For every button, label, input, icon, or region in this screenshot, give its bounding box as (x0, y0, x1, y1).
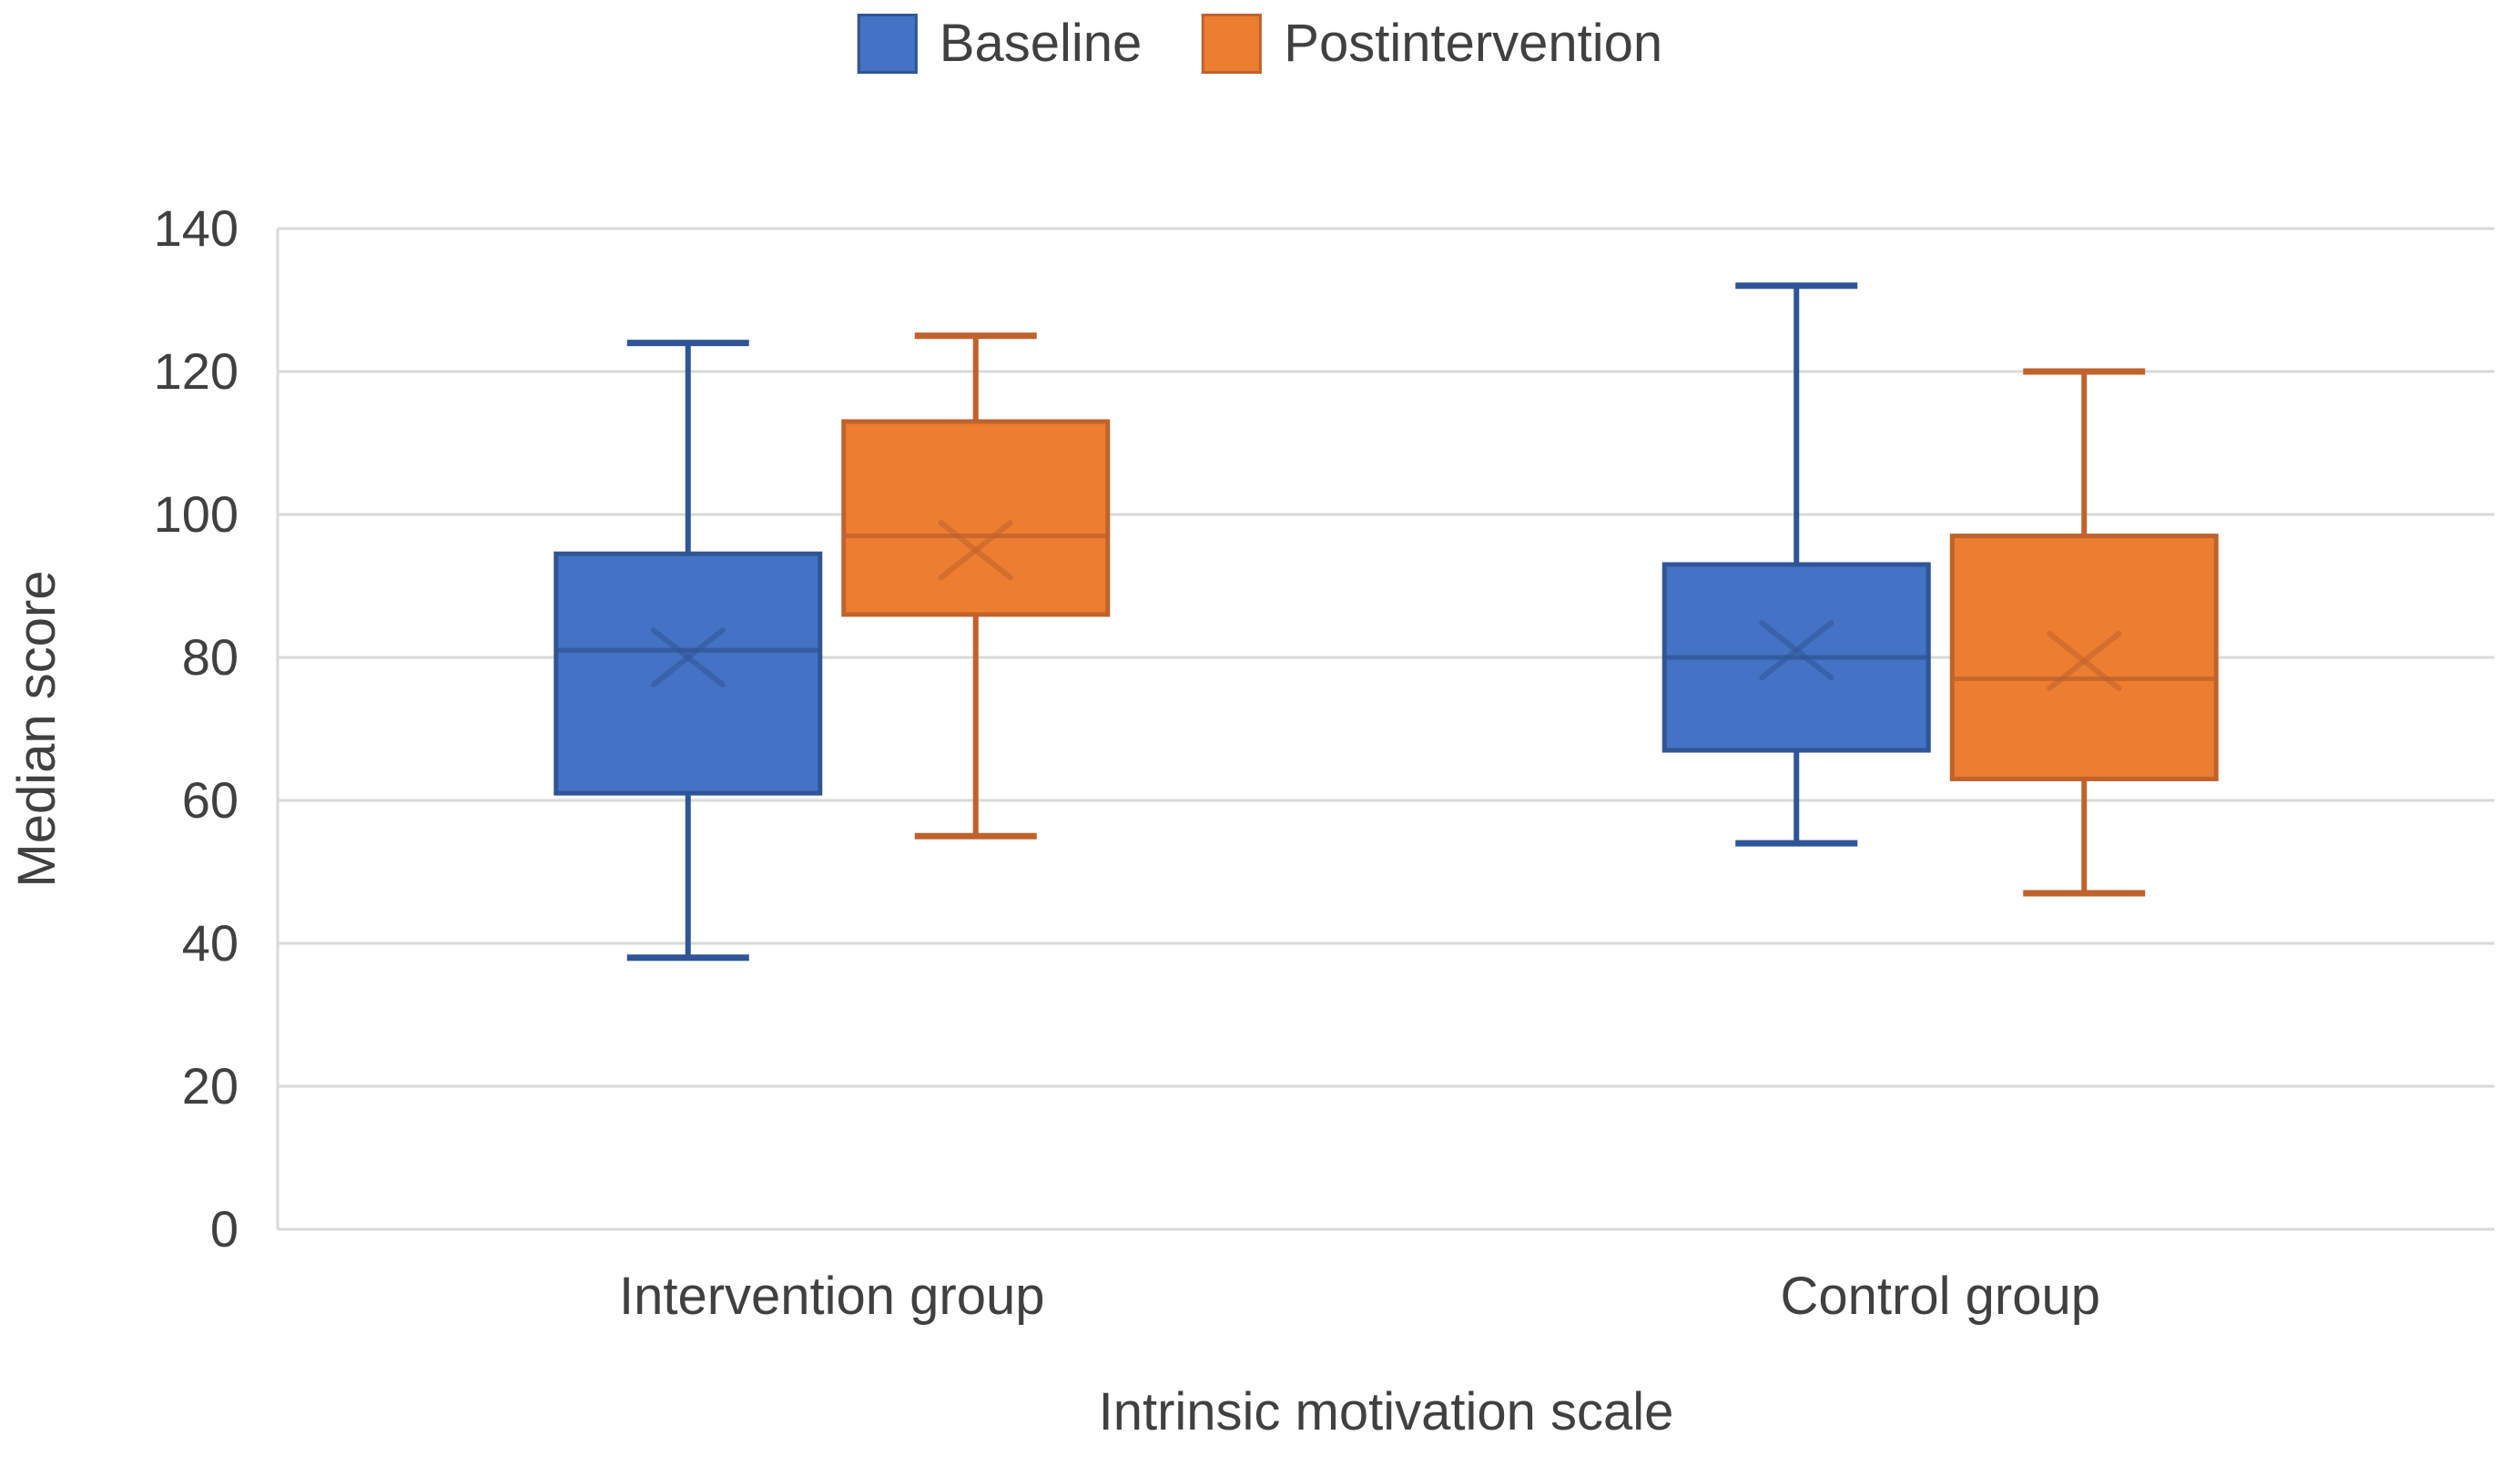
box-baseline-0-mean-x-icon (650, 627, 726, 687)
legend-item-postintervention: Postintervention (1202, 13, 1662, 74)
legend-label-baseline: Baseline (939, 14, 1143, 73)
y-tick-label-0: 0 (210, 1200, 239, 1257)
x-axis-title: Intrinsic motivation scale (1099, 1382, 1674, 1441)
box-baseline-0-iqr (554, 551, 823, 796)
x-category-label-0: Intervention group (619, 1267, 1045, 1326)
y-tick-label-140: 140 (154, 199, 239, 257)
y-tick-label-120: 120 (154, 342, 239, 400)
box-postintervention-0-iqr (841, 419, 1111, 617)
box-postintervention-1-iqr (1949, 534, 2219, 781)
y-tick-label-20: 20 (182, 1057, 239, 1115)
y-tick-label-80: 80 (182, 628, 239, 686)
legend-label-postintervention: Postintervention (1284, 14, 1663, 73)
y-tick-label-60: 60 (182, 771, 239, 829)
y-axis-title: Median score (7, 570, 66, 887)
postintervention-swatch-icon (1202, 13, 1263, 74)
y-tick-label-40: 40 (182, 914, 239, 972)
baseline-swatch-icon (857, 13, 918, 74)
box-baseline-1-mean-x-icon (1759, 620, 1834, 681)
legend-item-baseline: Baseline (857, 13, 1143, 74)
y-tick-label-100: 100 (154, 485, 239, 543)
box-postintervention-1-mean-x-icon (2047, 630, 2122, 691)
box-postintervention-0-mean-x-icon (938, 520, 1013, 581)
legend: Baseline Postintervention (857, 13, 1662, 74)
x-category-label-1: Control group (1781, 1267, 2100, 1326)
